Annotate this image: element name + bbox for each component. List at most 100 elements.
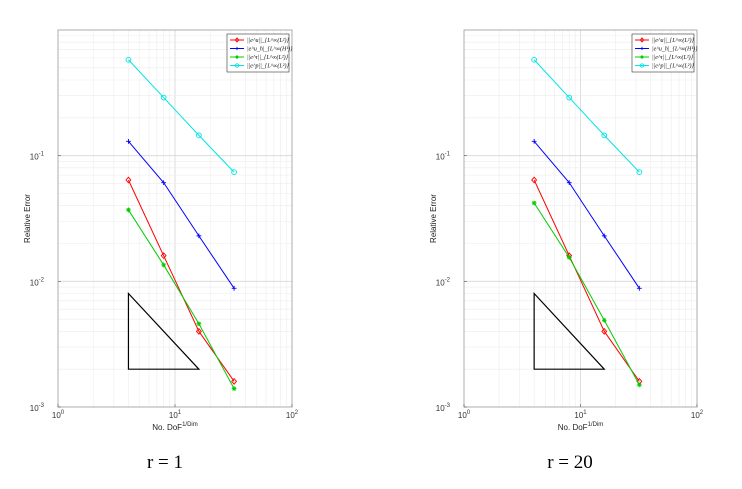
marker-diamond	[531, 176, 538, 184]
x-tick-exp: 2	[700, 410, 704, 416]
series-line	[128, 59, 235, 173]
marker-diamond	[639, 37, 645, 43]
marker-circle	[601, 132, 608, 139]
legend: ||e^u||_{L^∞(L²)} |e^u_h|_{L^∞(H¹)}||e^τ|…	[631, 33, 698, 73]
x-tick-exp: 1	[178, 410, 182, 416]
legend-entry: ||e^p||_{L^∞(L²)}	[652, 63, 694, 70]
legend-entry: ||e^p||_{L^∞(L²)}	[247, 63, 289, 70]
marker-plus	[601, 233, 607, 239]
series-2	[126, 138, 237, 291]
legend-entry: |e^u_h|_{L^∞(H¹)}	[247, 46, 293, 53]
x-tick-label: 100	[52, 410, 65, 420]
marker-diamond	[234, 37, 240, 43]
slope-triangle	[533, 291, 606, 370]
series-2	[531, 138, 642, 291]
y-tick-exp: -3	[445, 403, 451, 409]
marker-asterisk	[235, 55, 239, 59]
marker-plus	[235, 46, 239, 51]
y-axis-label: Relative Error	[23, 194, 32, 243]
marker-asterisk	[531, 200, 537, 206]
x-tick-label: 101	[169, 410, 182, 420]
x-tick-label: 102	[286, 410, 299, 420]
slope-triangle	[127, 291, 201, 370]
marker-circle	[234, 63, 240, 68]
legend-entry: ||e^τ||_{L^∞(L²)}	[247, 54, 289, 61]
marker-circle	[639, 63, 645, 68]
legend-entry: |e^u_h|_{L^∞(H¹)}	[652, 46, 698, 53]
panel-caption: r = 1	[147, 452, 183, 473]
marker-asterisk	[601, 317, 607, 323]
y-tick-exp: -3	[39, 403, 45, 409]
marker-diamond	[195, 327, 202, 335]
x-tick-exp: 1	[583, 410, 587, 416]
marker-diamond	[601, 327, 608, 335]
marker-asterisk	[636, 382, 642, 388]
y-tick-base: 10	[30, 153, 39, 162]
y-tick-base: 10	[30, 404, 39, 413]
marker-asterisk	[566, 255, 572, 260]
marker-plus	[196, 233, 202, 239]
marker-plus	[161, 180, 167, 186]
marker-circle	[636, 169, 643, 175]
marker-asterisk	[231, 386, 237, 392]
series-4	[531, 56, 643, 175]
marker-circle	[125, 56, 132, 63]
series-3	[126, 207, 237, 392]
x-tick-exp: 0	[467, 410, 471, 416]
marker-plus	[636, 285, 642, 291]
x-tick-label: 101	[574, 410, 587, 420]
y-tick-label: 10-2	[436, 277, 451, 287]
y-tick-base: 10	[436, 404, 445, 413]
series-line	[128, 209, 235, 389]
marker-plus	[566, 180, 572, 186]
x-axis-label: No. DoF1/Dim	[152, 422, 197, 432]
x-tick-base: 10	[286, 411, 295, 420]
legend: ||e^u||_{L^∞(L²)} |e^u_h|_{L^∞(H¹)}||e^τ|…	[226, 33, 293, 73]
series-3	[531, 200, 642, 388]
y-tick-label: 10-3	[436, 403, 451, 413]
series-line	[533, 202, 640, 386]
marker-plus	[231, 285, 237, 291]
y-tick-label: 10-1	[436, 152, 451, 162]
x-axis-label-sup: 1/Dim	[182, 422, 198, 428]
y-tick-exp: -1	[39, 152, 45, 158]
marker-plus	[531, 138, 537, 144]
marker-circle	[566, 94, 573, 101]
y-tick-label: 10-1	[30, 152, 45, 162]
x-tick-base: 10	[52, 411, 61, 420]
y-tick-base: 10	[436, 278, 445, 287]
marker-asterisk	[196, 321, 202, 327]
y-tick-label: 10-2	[30, 277, 45, 287]
marker-asterisk	[640, 55, 644, 59]
y-axis-label: Relative Error	[429, 194, 438, 243]
marker-circle	[231, 169, 237, 175]
series-4	[125, 56, 237, 175]
series-line	[533, 179, 640, 382]
x-tick-base: 10	[169, 411, 178, 420]
x-axis-label-sup: 1/Dim	[588, 422, 604, 428]
y-tick-exp: -2	[445, 277, 451, 283]
marker-circle	[160, 94, 167, 101]
y-tick-base: 10	[436, 153, 445, 162]
series-line	[533, 141, 640, 289]
y-tick-base: 10	[30, 278, 39, 287]
x-tick-base: 10	[574, 411, 583, 420]
marker-diamond	[125, 176, 132, 184]
y-tick-exp: -2	[39, 277, 45, 283]
x-tick-label: 102	[691, 410, 704, 420]
x-tick-exp: 0	[61, 410, 65, 416]
marker-circle	[196, 132, 202, 139]
x-axis-label-main: No. DoF	[152, 423, 182, 432]
grid-lines	[464, 30, 697, 407]
marker-asterisk	[161, 262, 167, 268]
legend-entry: ||e^u||_{L^∞(L²)}	[652, 37, 694, 44]
x-tick-exp: 2	[295, 410, 299, 416]
legend-entry: ||e^u||_{L^∞(L²)}	[247, 37, 289, 44]
legend-entry: ||e^τ||_{L^∞(L²)}	[652, 54, 694, 61]
marker-circle	[531, 56, 537, 63]
series-line	[128, 141, 235, 289]
marker-plus	[126, 138, 131, 144]
marker-diamond	[231, 377, 238, 385]
